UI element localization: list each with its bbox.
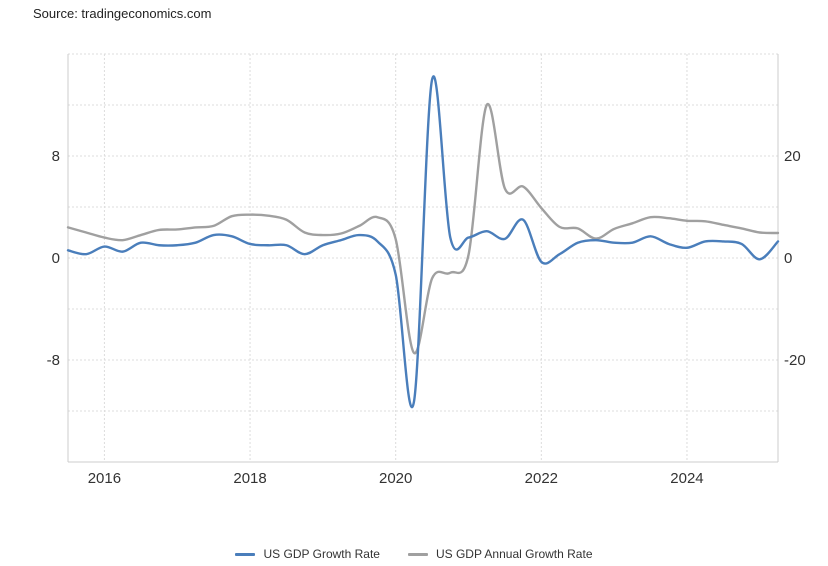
x-tick-label: 2022	[525, 470, 558, 487]
x-tick-label: 2016	[88, 470, 121, 487]
grid-lines	[68, 53, 778, 463]
y-left-tick-label: -8	[47, 352, 60, 369]
y-left-tick-label: 0	[52, 250, 60, 267]
x-tick-label: 2020	[379, 470, 412, 487]
legend-swatch-growth-rate	[235, 552, 256, 556]
legend-label-annual-growth-rate: US GDP Annual Growth Rate	[435, 547, 593, 561]
legend-item-annual-growth-rate[interactable]: US GDP Annual Growth Rate	[407, 545, 593, 563]
series-lines	[66, 75, 780, 408]
line-chart: 8 0 -8 20 0 -20 2016 2018 2020 2022 2024	[47, 53, 806, 487]
legend: US GDP Growth Rate US GDP Annual Growth …	[0, 545, 828, 563]
legend-item-growth-rate[interactable]: US GDP Growth Rate	[235, 545, 380, 563]
axes	[67, 54, 779, 463]
series-line-gdp-annual-growth-rate	[66, 102, 780, 355]
legend-swatch-annual-growth-rate	[407, 552, 428, 556]
source-note: Source: tradingeconomics.com	[33, 6, 212, 21]
y-right-tick-label: -20	[784, 352, 806, 369]
legend-label-growth-rate: US GDP Growth Rate	[263, 547, 380, 561]
y-right-tick-label: 0	[784, 250, 792, 267]
series-line-gdp-growth-rate	[66, 75, 780, 408]
y-left-tick-label: 8	[52, 148, 60, 165]
x-tick-label: 2024	[670, 470, 703, 487]
x-tick-label: 2018	[233, 470, 266, 487]
tick-labels: 8 0 -8 20 0 -20 2016 2018 2020 2022 2024	[47, 148, 806, 487]
y-right-tick-label: 20	[784, 148, 801, 165]
